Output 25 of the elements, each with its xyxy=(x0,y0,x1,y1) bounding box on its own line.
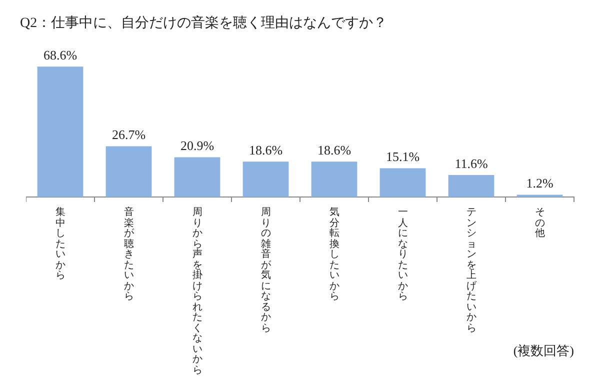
data-label: 1.2% xyxy=(526,176,554,191)
category-label: 音楽が聴きたいから xyxy=(124,207,134,302)
data-label: 15.1% xyxy=(386,149,420,164)
data-label: 18.6% xyxy=(248,142,283,158)
category-label: 気分転換したいから xyxy=(329,207,340,302)
chart-title: Q2：仕事中に、自分だけの音楽を聴く理由はなんですか？ xyxy=(20,14,388,32)
data-label: 20.9% xyxy=(180,138,214,154)
data-label: 11.6% xyxy=(454,156,488,171)
bar xyxy=(448,174,494,197)
bar xyxy=(174,157,220,197)
data-label: 18.6% xyxy=(317,142,352,158)
bar xyxy=(106,146,152,197)
text: (複数回答) xyxy=(513,342,574,360)
category-label: テンションを上げたいから xyxy=(466,207,476,334)
bar xyxy=(37,66,84,197)
category-label: 周りから声を掛けられたくないから xyxy=(192,207,202,376)
bar xyxy=(242,162,289,197)
x-tick-label: 集中したいから xyxy=(54,207,66,282)
bar xyxy=(311,162,358,197)
category-label: 一人になりたいから xyxy=(398,207,408,302)
x-tick-label: その他 xyxy=(534,207,546,240)
category-label: 周りの雑音が気になるから xyxy=(260,207,271,334)
bar xyxy=(380,168,426,197)
data-label: 68.6% xyxy=(43,48,78,63)
data-label: 26.7% xyxy=(112,127,146,142)
